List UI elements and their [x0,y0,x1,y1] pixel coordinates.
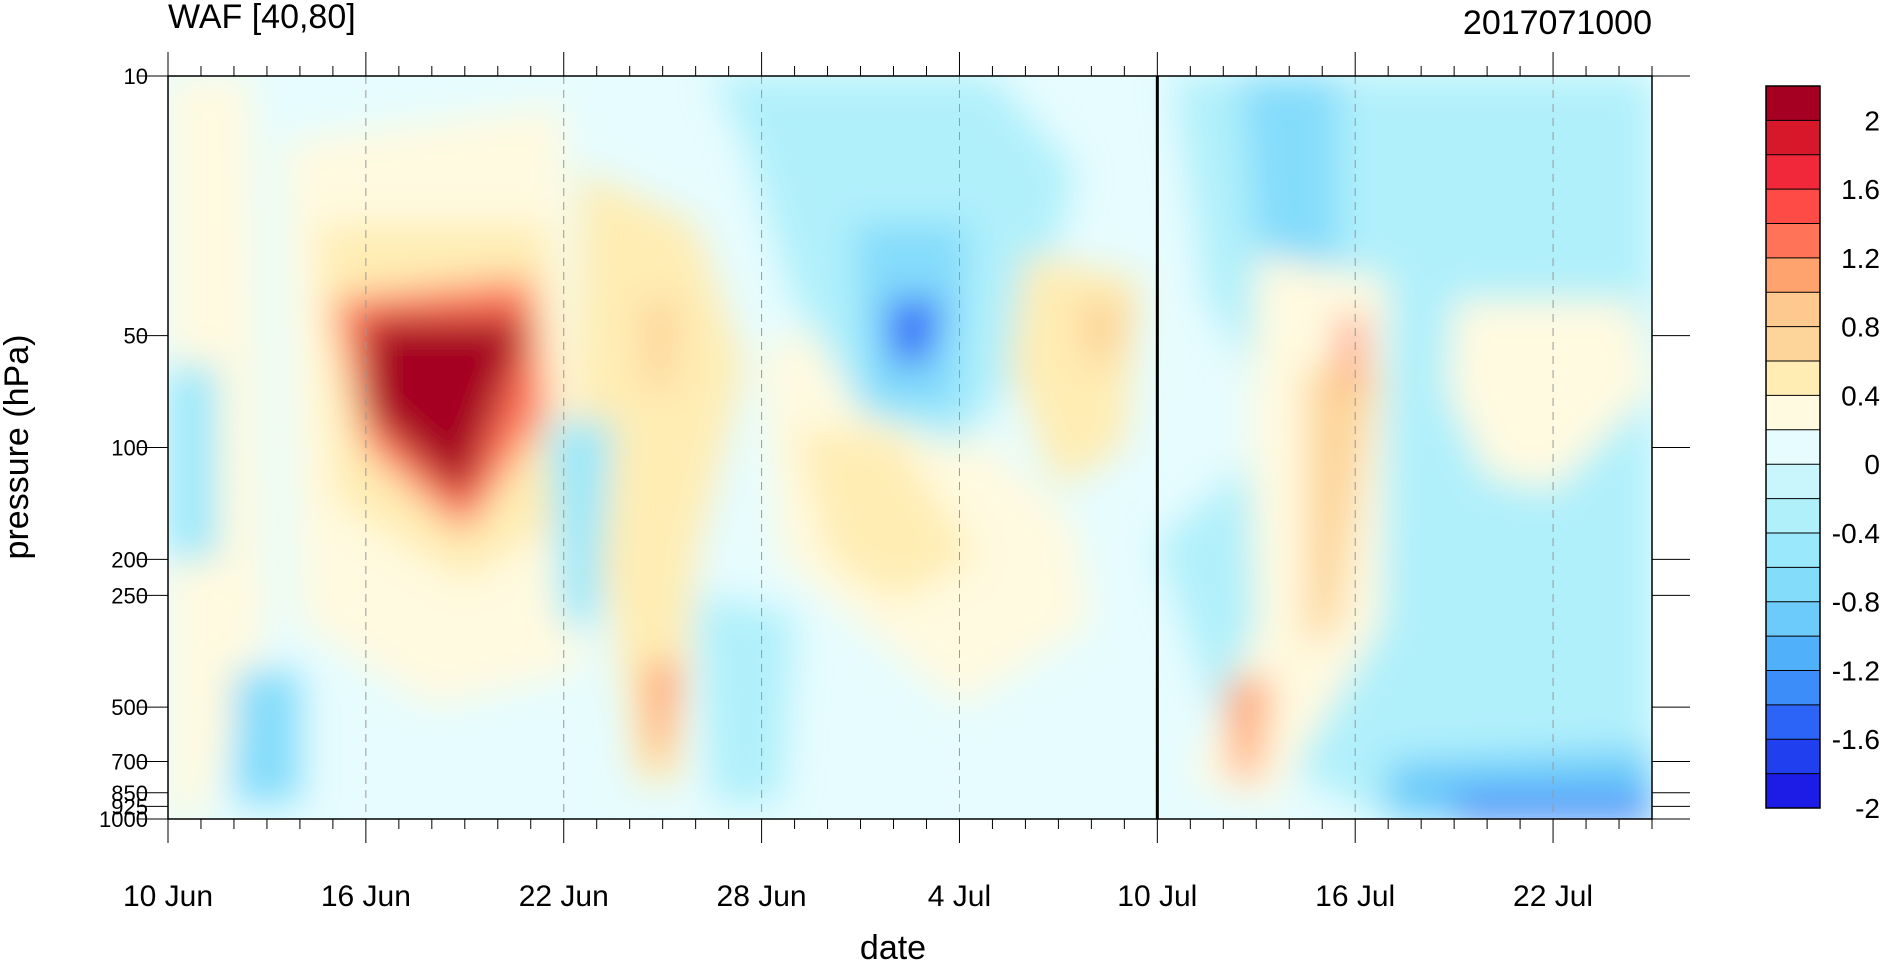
contour-region [1239,76,1339,300]
contour-region [886,299,943,366]
y-tick-label: 100 [111,436,148,461]
colorbar-label: 0 [1864,449,1880,480]
title-left: WAF [40,80] [168,0,356,36]
colorbar-swatch [1766,120,1820,156]
x-tick-label: 10 Jun [123,880,213,913]
colorbar-swatch [1766,704,1820,740]
colorbar-label: 2 [1864,105,1880,136]
title-right: 2017071000 [1463,4,1652,42]
x-tick-label: 16 Jul [1315,880,1395,913]
colorbar-swatch [1766,670,1820,706]
colorbar-swatch [1766,395,1820,431]
y-tick-label: 200 [111,547,148,572]
contour-region [573,170,746,784]
colorbar-swatch [1766,636,1820,671]
colorbar-swatch [1766,498,1820,534]
colorbar-swatch [1766,154,1820,190]
contour-region [1447,299,1652,490]
x-tick-label: 22 Jun [519,880,609,913]
colorbar-swatch [1766,429,1820,465]
y-tick-label: 700 [111,749,148,774]
x-tick-label: 10 Jul [1117,880,1197,913]
colorbar-swatch [1766,326,1820,362]
colorbar-label: 0.4 [1841,380,1880,411]
x-tick-label: 4 Jul [928,880,991,913]
y-axis-label: pressure (hPa) [0,335,36,560]
colorbar-label: -0.4 [1832,518,1880,549]
y-tick-label: 850 [111,781,148,806]
y-tick-label: 1000 [99,807,148,832]
colorbar-swatch [1766,739,1820,775]
contour-region [1074,299,1131,366]
colorbar-label: -0.8 [1832,587,1880,618]
colorbar-label: 0.8 [1841,312,1880,343]
contour-region [649,662,676,762]
colorbar-label: 1.2 [1841,243,1880,274]
plot-frame [167,75,1653,820]
x-tick-label: 28 Jun [717,880,807,913]
contour-region [1305,365,1379,650]
contour-region [695,595,795,802]
contour-region [1226,679,1273,779]
y-tick-label: 10 [124,64,148,89]
colorbar-swatch [1766,223,1820,259]
contour-region [234,671,300,802]
colorbar-swatch [1766,189,1820,225]
y-tick-label: 250 [111,583,148,608]
contour-field [168,76,1652,819]
colorbar-swatch [1766,257,1820,293]
colorbar-label: -1.6 [1832,724,1880,755]
colorbar-swatch [1766,773,1820,809]
colorbar-swatch [1766,601,1820,637]
colorbar-swatch [1766,86,1820,121]
x-tick-label: 16 Jun [321,880,411,913]
colorbar-swatch [1766,464,1820,500]
plot-area [168,76,1652,819]
colorbar-label: 1.6 [1841,174,1880,205]
x-axis: 10 Jun 16 Jun 22 Jun 28 Jun 4 Jul 10 Jul 16 Ju… [123,52,1653,913]
colorbar: 2 1.6 1.2 0.8 0.4 0 -0.4 -0.8 -1.2 -1.6 -2 [1765,85,1880,824]
contour-region [168,365,218,560]
colorbar-swatch [1766,567,1820,603]
colorbar-frame [1765,85,1821,809]
x-axis-label: date [860,929,926,961]
contour-region [639,299,680,390]
contour-region [1338,318,1366,390]
colorbar-label: -2 [1855,793,1880,824]
colorbar-label: -1.2 [1832,655,1880,686]
contour-region [794,430,976,602]
x-tick-label: 22 Jul [1513,880,1593,913]
y-tick-label: 50 [124,324,148,349]
contour-region [365,318,531,502]
colorbar-swatch [1766,292,1820,328]
colorbar-swatch [1766,532,1820,568]
y-tick-label: 500 [111,695,148,720]
y-tick-label: 925 [111,794,148,819]
colorbar-swatch [1766,361,1820,396]
